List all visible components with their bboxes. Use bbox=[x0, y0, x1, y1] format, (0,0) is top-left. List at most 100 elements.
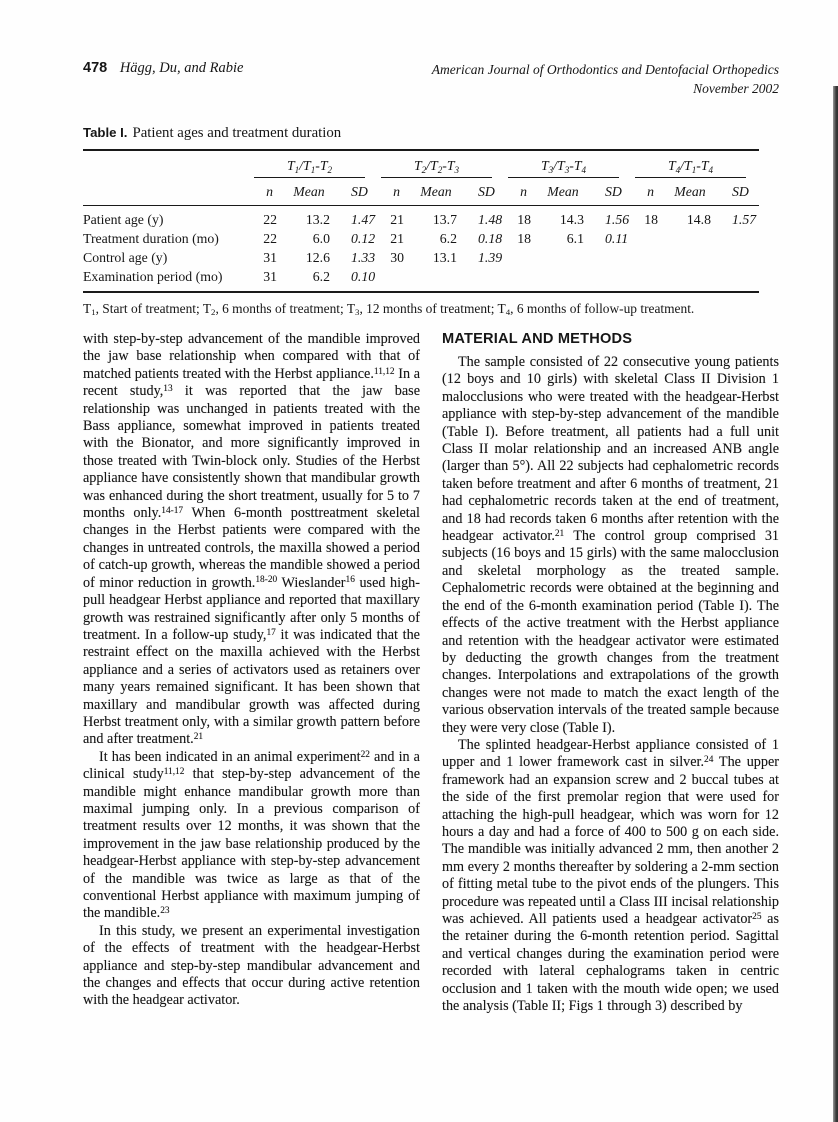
table-cell: 6.1 bbox=[566, 230, 584, 246]
table-subheader-row: n Mean SD n Mean SD n Mean SD n Mean SD bbox=[83, 179, 759, 206]
column-header: SD bbox=[466, 179, 505, 206]
article-columns: with step-by-step advancement of the man… bbox=[83, 331, 779, 1015]
table-cell bbox=[505, 267, 537, 293]
row-label: Examination period (mo) bbox=[83, 267, 251, 293]
table-cell: 1.48 bbox=[478, 211, 503, 227]
table-cell: 1.33 bbox=[351, 249, 376, 265]
page-number: 478 bbox=[83, 60, 108, 76]
column-header: SD bbox=[720, 179, 759, 206]
empty-header-cell bbox=[83, 179, 251, 206]
row-label: Patient age (y) bbox=[83, 211, 164, 227]
row-label: Treatment duration (mo) bbox=[83, 230, 219, 246]
running-header-left: 478 Hägg, Du, and Rabie bbox=[83, 60, 243, 77]
table-cell bbox=[505, 248, 537, 267]
column-header: Mean bbox=[537, 179, 593, 206]
table-cell bbox=[664, 267, 720, 293]
table-cell bbox=[632, 248, 664, 267]
table-row: Treatment duration (mo) 22 6.0 0.12 21 6.2 0.1… bbox=[83, 229, 759, 248]
table-cell: 22 bbox=[263, 230, 277, 246]
table-cell: 21 bbox=[390, 211, 404, 227]
table-cell: 21 bbox=[390, 230, 404, 246]
column-group-header: T2/T2-T3 bbox=[378, 150, 505, 180]
journal-title: American Journal of Orthodontics and Den… bbox=[431, 62, 779, 77]
paragraph: The splinted headgear-Herbst appliance c… bbox=[442, 736, 780, 1015]
paragraph: It has been indicated in an animal exper… bbox=[83, 748, 421, 922]
table-cell bbox=[632, 229, 664, 248]
paragraph: with step-by-step advancement of the man… bbox=[83, 331, 421, 748]
column-group-header: T4/T1-T4 bbox=[632, 150, 759, 180]
table-title: Patient ages and treatment duration bbox=[132, 125, 342, 141]
table-cell bbox=[466, 267, 505, 293]
right-column-paragraphs: The sample consisted of 22 consecutive y… bbox=[442, 354, 779, 1015]
table-cell: 14.3 bbox=[559, 211, 584, 227]
column-header: SD bbox=[593, 179, 632, 206]
table-cell bbox=[378, 267, 410, 293]
table-cell: 30 bbox=[390, 249, 404, 265]
table-caption: Table I. Patient ages and treatment durat… bbox=[83, 125, 341, 142]
table-cell bbox=[537, 248, 593, 267]
table-cell: 31 bbox=[263, 249, 277, 265]
table-cell bbox=[632, 267, 664, 293]
row-label: Control age (y) bbox=[83, 249, 168, 265]
empty-header-cell bbox=[83, 150, 251, 180]
table-cell bbox=[410, 267, 466, 293]
table-cell bbox=[593, 248, 632, 267]
table-cell: 18 bbox=[644, 211, 658, 227]
running-header: 478 Hägg, Du, and Rabie American Journal… bbox=[83, 60, 779, 98]
column-header: n bbox=[251, 179, 283, 206]
journal-masthead: American Journal of Orthodontics and Den… bbox=[432, 60, 779, 98]
table-cell bbox=[720, 229, 759, 248]
table-cell bbox=[537, 267, 593, 293]
table-cell: 12.6 bbox=[305, 249, 330, 265]
column-header: n bbox=[505, 179, 537, 206]
table-container: T1/T1-T2 T2/T2-T3 T3/T3-T4 T4/T1-T4 n Mea… bbox=[83, 149, 759, 317]
table-cell: 13.7 bbox=[432, 211, 457, 227]
table-footnote: T1, Start of treatment; T2, 6 months of … bbox=[83, 300, 695, 317]
table-cell bbox=[720, 267, 759, 293]
table-cell: 13.2 bbox=[305, 211, 330, 227]
table-cell: 1.57 bbox=[732, 211, 757, 227]
scan-edge-artifact bbox=[833, 86, 838, 1122]
column-header: Mean bbox=[410, 179, 466, 206]
table-cell bbox=[720, 248, 759, 267]
table-cell: 22 bbox=[263, 211, 277, 227]
patient-table: T1/T1-T2 T2/T2-T3 T3/T3-T4 T4/T1-T4 n Mea… bbox=[83, 149, 759, 293]
table-group-header-row: T1/T1-T2 T2/T2-T3 T3/T3-T4 T4/T1-T4 bbox=[83, 150, 759, 180]
table-cell bbox=[664, 248, 720, 267]
table-row: Patient age (y) 22 13.2 1.47 21 13.7 1.48 18 14.… bbox=[83, 205, 759, 229]
table-cell: 18 bbox=[517, 211, 531, 227]
paragraph: The sample consisted of 22 consecutive y… bbox=[442, 354, 780, 736]
table-label: Table I. bbox=[83, 125, 128, 140]
table-cell: 14.8 bbox=[686, 211, 711, 227]
section-heading: MATERIAL AND METHODS bbox=[442, 331, 633, 347]
table-cell: 0.18 bbox=[478, 230, 503, 246]
column-header: SD bbox=[339, 179, 378, 206]
table-cell: 0.12 bbox=[351, 230, 376, 246]
column-group-header: T3/T3-T4 bbox=[505, 150, 632, 180]
right-column: MATERIAL AND METHODS The sample consiste… bbox=[442, 331, 779, 1015]
table-cell: 1.56 bbox=[605, 211, 630, 227]
paragraph: In this study, we present an experimenta… bbox=[83, 922, 420, 1009]
table-body: Patient age (y) 22 13.2 1.47 21 13.7 1.48 18 14.… bbox=[83, 205, 759, 293]
table-cell bbox=[664, 229, 720, 248]
column-group-header: T1/T1-T2 bbox=[251, 150, 378, 180]
table-cell: 0.10 bbox=[339, 267, 378, 293]
table-cell: 6.2 bbox=[283, 267, 339, 293]
table-cell: 0.11 bbox=[605, 230, 629, 246]
journal-issue: November 2002 bbox=[693, 81, 779, 96]
table-cell: 1.47 bbox=[351, 211, 376, 227]
table-cell: 6.2 bbox=[439, 230, 457, 246]
column-header: n bbox=[632, 179, 664, 206]
table-row: Examination period (mo) 31 6.2 0.10 bbox=[83, 267, 759, 293]
column-header: Mean bbox=[283, 179, 339, 206]
table-cell: 31 bbox=[251, 267, 283, 293]
table-cell: 1.39 bbox=[478, 249, 503, 265]
table-cell: 6.0 bbox=[312, 230, 330, 246]
left-column: with step-by-step advancement of the man… bbox=[83, 331, 420, 1015]
table-cell: 18 bbox=[517, 230, 531, 246]
table-row: Control age (y) 31 12.6 1.33 30 13.1 1.39 bbox=[83, 248, 759, 267]
table-cell: 13.1 bbox=[432, 249, 457, 265]
column-header: n bbox=[378, 179, 410, 206]
table-cell bbox=[593, 267, 632, 293]
